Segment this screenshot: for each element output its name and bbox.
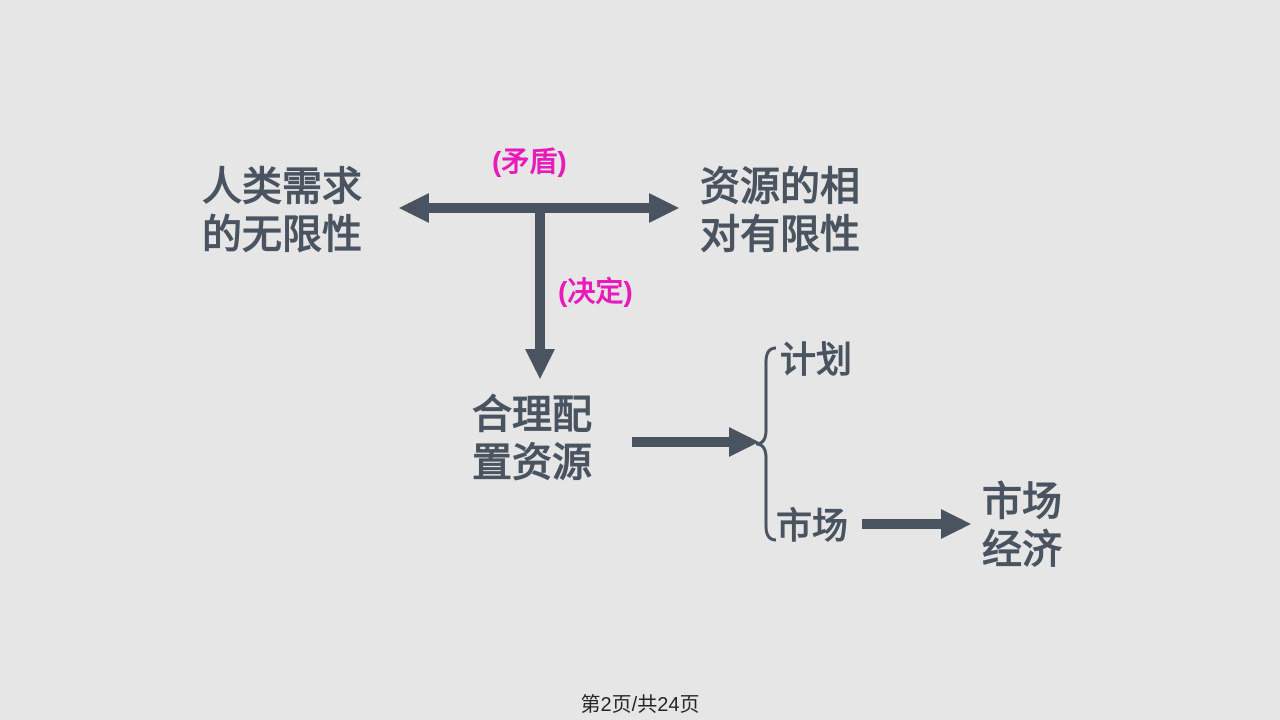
page-indicator: 第2页/共24页 xyxy=(0,688,1280,717)
arrows-layer xyxy=(0,0,1280,720)
annotation-contradiction: (矛盾) xyxy=(492,140,567,180)
node-market-economy: 市场 经济 xyxy=(982,478,1062,574)
diagram-canvas: 人类需求 的无限性 资源的相 对有限性 合理配 置资源 计划 市场 市场 经济 … xyxy=(0,0,1280,720)
node-human-demand: 人类需求 的无限性 xyxy=(202,163,362,259)
node-resource-limit: 资源的相 对有限性 xyxy=(700,163,860,259)
brace-icon xyxy=(756,348,776,540)
node-allocate: 合理配 置资源 xyxy=(472,391,592,487)
annotation-determine: (决定) xyxy=(558,270,633,310)
node-plan: 计划 xyxy=(780,338,852,381)
node-market: 市场 xyxy=(776,504,848,547)
